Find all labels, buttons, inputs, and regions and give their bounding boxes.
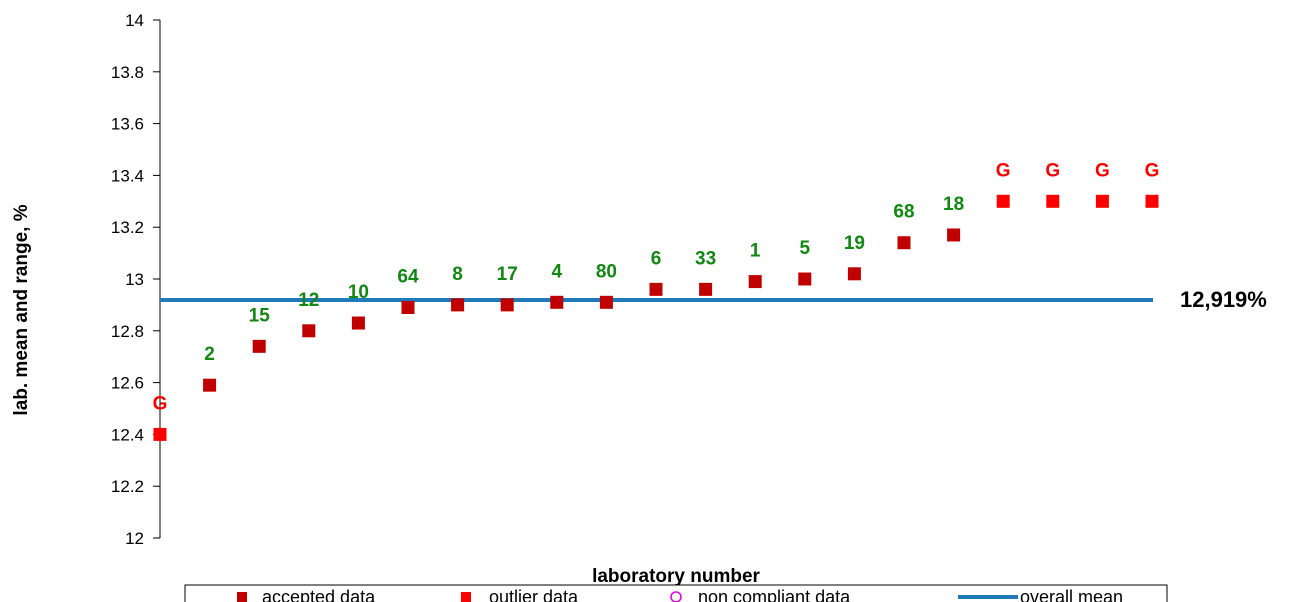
legend-label: accepted data	[262, 587, 376, 602]
y-axis: 12 12.2 12.4 12.6 12.8 13 13.2 13.4 13.6 13.8 14	[111, 11, 161, 548]
legend-label: outlier data	[489, 587, 579, 602]
legend-box	[184, 584, 1168, 602]
lab-number-label: G	[1145, 160, 1160, 181]
outlier-data-point	[996, 194, 1010, 208]
lab-number-label: 18	[943, 194, 964, 215]
lab-number-label: 1	[750, 241, 761, 262]
accepted-data-point	[699, 282, 713, 296]
outlier-data-point	[1046, 194, 1060, 208]
y-tick-label: 12.2	[111, 477, 144, 496]
accepted-data-point	[798, 272, 812, 286]
lab-number-label: 80	[596, 261, 617, 282]
legend: accepted data outlier data non compliant d…	[184, 584, 1168, 602]
y-tick-label: 12.8	[111, 322, 144, 341]
accepted-data-point	[847, 267, 861, 281]
y-axis-title: lab. mean and range, %	[11, 204, 32, 415]
accepted-data-point	[302, 324, 316, 338]
lab-number-label: 15	[249, 305, 271, 326]
y-tick-label: 12	[125, 529, 144, 548]
accepted-data-point	[649, 282, 663, 296]
accepted-data-point	[401, 300, 415, 314]
outlier-data-point	[153, 427, 167, 441]
lab-number-label: 8	[452, 264, 463, 285]
overall-mean-value-label: 12,919%	[1180, 287, 1267, 312]
lab-number-label: G	[1095, 160, 1110, 181]
lab-number-label: 6	[651, 248, 662, 269]
lab-number-label: 68	[893, 202, 914, 223]
lab-number-label: G	[1045, 160, 1060, 181]
lab-number-label: 19	[844, 233, 865, 254]
lab-number-label: 33	[695, 248, 716, 269]
data-points	[153, 194, 1159, 441]
y-tick-label: 12.6	[111, 374, 144, 393]
accepted-data-point	[550, 295, 564, 309]
accepted-data-point	[947, 228, 961, 242]
lab-number-label: G	[153, 393, 168, 414]
lab-number-label: 64	[397, 266, 419, 287]
lab-number-label: 10	[348, 282, 369, 303]
lab-number-label: 4	[552, 261, 563, 282]
accepted-data-point	[599, 295, 613, 309]
y-tick-label: 13.2	[111, 218, 144, 237]
legend-label: overall mean	[1020, 587, 1123, 602]
lab-number-label: 17	[497, 264, 518, 285]
accepted-data-point	[252, 339, 266, 353]
accepted-data-point	[897, 236, 911, 250]
accepted-data-point	[451, 298, 465, 312]
accepted-data-point	[203, 378, 217, 392]
legend-marker-square	[461, 592, 471, 602]
y-tick-label: 13.4	[111, 166, 144, 185]
lab-number-label: 12	[298, 290, 319, 311]
legend-label: non compliant data	[698, 587, 851, 602]
lab-number-label: G	[996, 160, 1011, 181]
lab-number-label: 5	[800, 238, 811, 259]
accepted-data-point	[500, 298, 514, 312]
outlier-data-point	[1095, 194, 1109, 208]
legend-marker-circle	[670, 591, 682, 602]
accepted-data-point	[351, 316, 365, 330]
accepted-data-point	[748, 275, 762, 289]
legend-marker-square	[237, 592, 247, 602]
y-tick-label: 13	[125, 270, 144, 289]
y-tick-label: 13.8	[111, 63, 144, 82]
y-tick-label: 14	[125, 11, 144, 30]
outlier-data-point	[1145, 194, 1159, 208]
lab-number-label: 2	[204, 344, 215, 365]
y-tick-label: 13.6	[111, 115, 144, 134]
x-axis-title: laboratory number	[592, 566, 760, 587]
y-tick-label: 12.4	[111, 425, 144, 444]
